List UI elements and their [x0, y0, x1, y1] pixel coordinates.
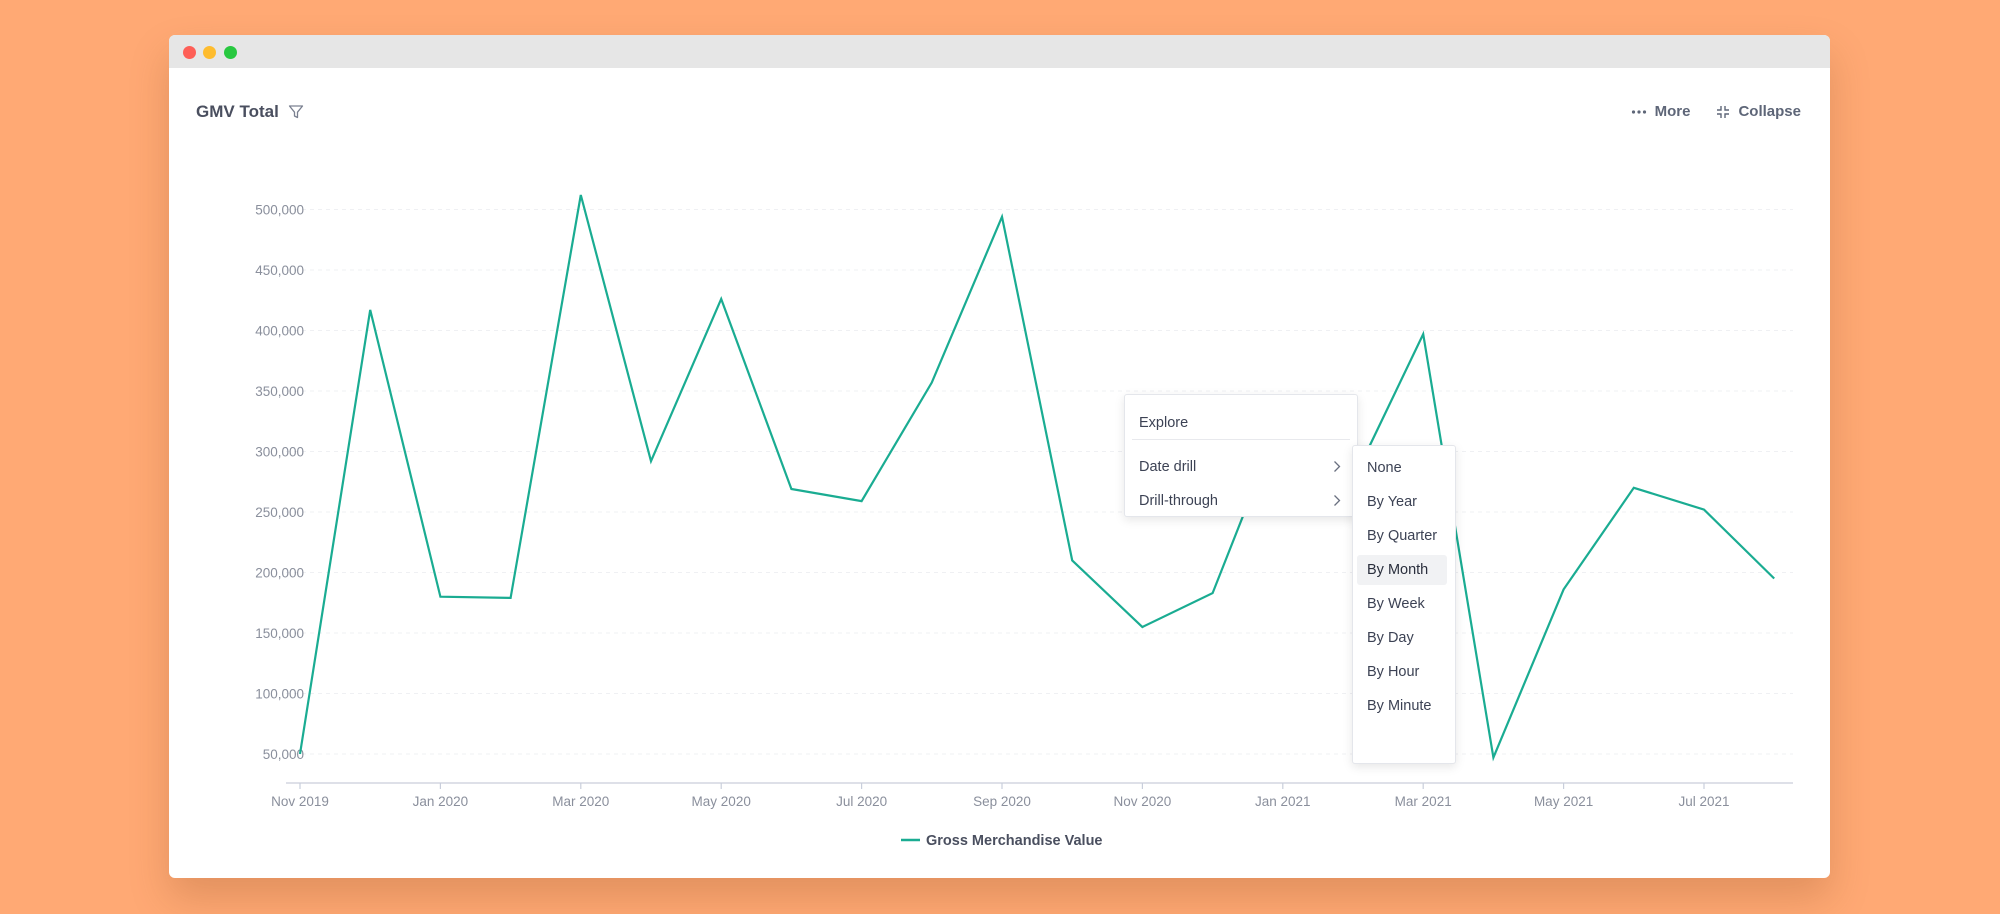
submenu-item-label: By Week — [1367, 596, 1425, 612]
context-menu: Explore Date drill Drill-through — [1124, 394, 1358, 517]
x-tick-label: Jan 2020 — [413, 794, 469, 809]
collapse-label: Collapse — [1738, 103, 1801, 120]
x-tick-label: Sep 2020 — [973, 794, 1031, 809]
y-tick-label: 250,000 — [255, 505, 304, 520]
menu-item-label: Explore — [1139, 415, 1189, 431]
legend-label: Gross Merchandise Value — [926, 833, 1103, 849]
y-tick-label: 300,000 — [255, 445, 304, 460]
y-tick-label: 400,000 — [255, 324, 304, 339]
submenu-item-none[interactable]: None — [1357, 453, 1447, 483]
x-tick-label: May 2021 — [1534, 794, 1593, 809]
x-tick-label: Mar 2020 — [552, 794, 609, 809]
close-window-dot[interactable] — [183, 46, 196, 59]
x-tick-label: Jul 2020 — [836, 794, 887, 809]
x-tick-label: Nov 2019 — [271, 794, 329, 809]
submenu-item-label: By Minute — [1367, 698, 1432, 714]
x-tick-label: Jul 2021 — [1678, 794, 1729, 809]
y-tick-label: 100,000 — [255, 687, 304, 702]
y-tick-label: 500,000 — [255, 203, 304, 218]
submenu-item-label: By Hour — [1367, 664, 1420, 680]
collapse-button[interactable]: Collapse — [1716, 103, 1801, 120]
submenu-item-by-year[interactable]: By Year — [1357, 487, 1447, 517]
minimize-window-dot[interactable] — [203, 46, 216, 59]
submenu-item-label: By Year — [1367, 494, 1417, 510]
submenu-item-by-day[interactable]: By Day — [1357, 623, 1447, 653]
menu-divider — [1132, 439, 1350, 440]
submenu-item-by-quarter[interactable]: By Quarter — [1357, 521, 1447, 551]
submenu-item-by-hour[interactable]: By Hour — [1357, 657, 1447, 687]
y-tick-label: 50,000 — [263, 747, 304, 762]
y-tick-label: 150,000 — [255, 626, 304, 641]
y-tick-label: 350,000 — [255, 384, 304, 399]
submenu-item-by-month[interactable]: By Month — [1357, 555, 1447, 585]
chart-header: GMV Total — [196, 102, 304, 122]
header-actions: More Collapse — [1631, 103, 1801, 120]
chart-title: GMV Total — [196, 102, 279, 121]
date-drill-submenu: None By Year By Quarter By Month By Week… — [1352, 445, 1456, 764]
y-tick-label: 200,000 — [255, 566, 304, 581]
submenu-item-label: By Day — [1367, 630, 1414, 646]
y-tick-label: 450,000 — [255, 263, 304, 278]
series-line-gross-merchandise-value — [298, 194, 1775, 762]
gmv-line-chart[interactable]: 50,000 100,000 150,000 200,000 250,000 300,00… — [169, 35, 1830, 878]
menu-item-label: Date drill — [1139, 459, 1197, 475]
menu-item-drill-through[interactable]: Drill-through — [1125, 485, 1357, 517]
x-tick-label: Jan 2021 — [1255, 794, 1311, 809]
x-tick-label: May 2020 — [692, 794, 751, 809]
maximize-window-dot[interactable] — [224, 46, 237, 59]
more-label: More — [1654, 103, 1691, 120]
collapse-icon — [1716, 105, 1730, 119]
chevron-right-icon — [1333, 460, 1341, 477]
window-titlebar — [169, 35, 1830, 68]
menu-item-explore[interactable]: Explore — [1125, 407, 1357, 439]
menu-item-label: Drill-through — [1139, 493, 1218, 509]
chevron-right-icon — [1333, 494, 1341, 511]
x-tick-label: Nov 2020 — [1114, 794, 1172, 809]
submenu-item-by-week[interactable]: By Week — [1357, 589, 1447, 619]
more-button[interactable]: More — [1631, 103, 1691, 120]
menu-item-date-drill[interactable]: Date drill — [1125, 451, 1357, 483]
submenu-item-label: By Month — [1367, 562, 1429, 578]
submenu-item-label: None — [1367, 460, 1402, 476]
filter-icon[interactable] — [288, 104, 304, 120]
dashboard-window: GMV Total More Collapse — [169, 35, 1830, 878]
submenu-item-by-minute[interactable]: By Minute — [1357, 691, 1447, 721]
more-dots-icon — [1631, 109, 1647, 115]
submenu-item-label: By Quarter — [1367, 528, 1438, 544]
x-tick-label: Mar 2021 — [1395, 794, 1452, 809]
